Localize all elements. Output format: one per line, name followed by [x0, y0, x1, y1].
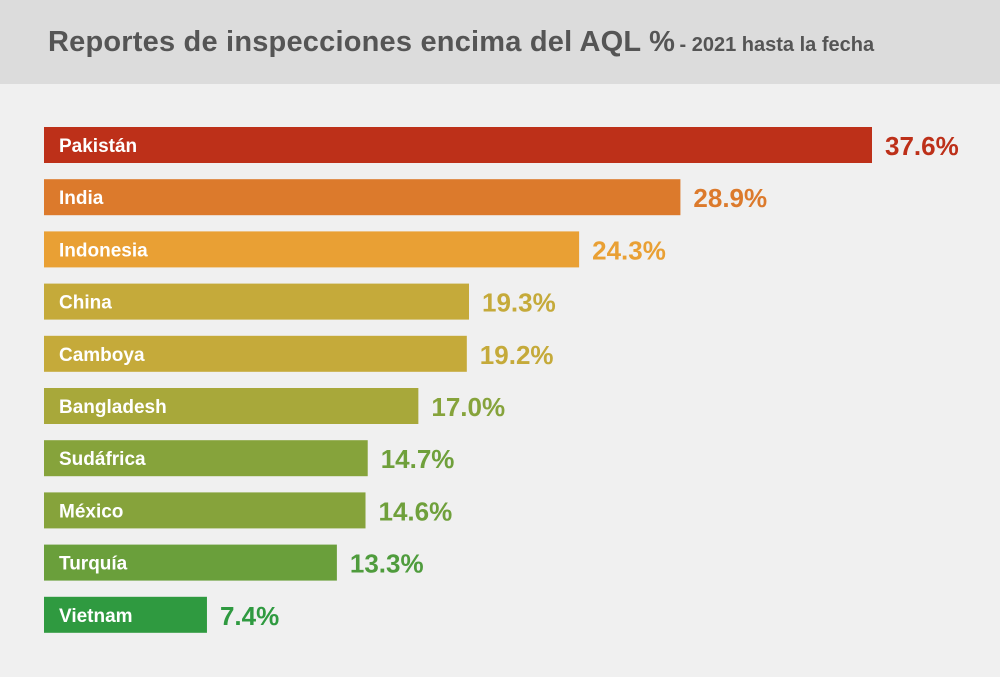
- bar-group: México 14.6%: [44, 492, 453, 529]
- chart-title: Reportes de inspecciones encima del AQL …: [48, 26, 988, 59]
- category-label: Vietnam: [59, 606, 133, 627]
- title-bar: Reportes de inspecciones encima del AQL …: [0, 0, 1000, 84]
- bar-group: Indonesia 24.3%: [44, 231, 666, 268]
- category-label: India: [59, 188, 104, 209]
- chart-subtitle: - 2021 hasta la fecha: [679, 34, 875, 56]
- bar-group: Camboya 19.2%: [44, 335, 554, 372]
- category-label: China: [59, 293, 112, 314]
- value-label: 37.6%: [885, 131, 959, 161]
- bar: [44, 179, 681, 216]
- value-label: 14.6%: [379, 496, 453, 526]
- bar-group: Sudáfrica 14.7%: [44, 440, 455, 477]
- category-label: Bangladesh: [59, 397, 167, 418]
- bar-group: Turquía 13.3%: [44, 544, 424, 581]
- bar: [44, 388, 419, 424]
- value-label: 24.3%: [592, 235, 666, 265]
- value-label: 7.4%: [220, 601, 279, 631]
- bar: [44, 231, 580, 268]
- category-label: México: [59, 501, 123, 522]
- bar: [44, 492, 366, 529]
- bar: [44, 335, 467, 372]
- value-label: 17.0%: [431, 392, 505, 422]
- bar-group: Bangladesh 17.0%: [44, 388, 505, 424]
- bar-group: Vietnam 7.4%: [44, 596, 279, 633]
- category-label: Turquía: [59, 554, 128, 575]
- category-label: Indonesia: [59, 240, 148, 261]
- bar-group: Pakistán 37.6%: [44, 127, 959, 163]
- value-label: 28.9%: [693, 183, 767, 213]
- category-label: Sudáfrica: [59, 449, 146, 470]
- bar: [44, 596, 207, 633]
- value-label: 19.2%: [480, 340, 554, 370]
- bar: [44, 127, 872, 163]
- chart-title-main: Reportes de inspecciones encima del AQL …: [48, 26, 676, 58]
- bar: [44, 544, 337, 581]
- value-label: 14.7%: [381, 444, 455, 474]
- value-label: 19.3%: [482, 288, 556, 318]
- bar-group: China 19.3%: [44, 283, 556, 320]
- bar: [44, 283, 470, 320]
- category-label: Camboya: [59, 345, 145, 366]
- bar-group: India 28.9%: [44, 179, 767, 216]
- category-label: Pakistán: [59, 136, 137, 157]
- bar: [44, 440, 368, 477]
- value-label: 13.3%: [350, 549, 424, 579]
